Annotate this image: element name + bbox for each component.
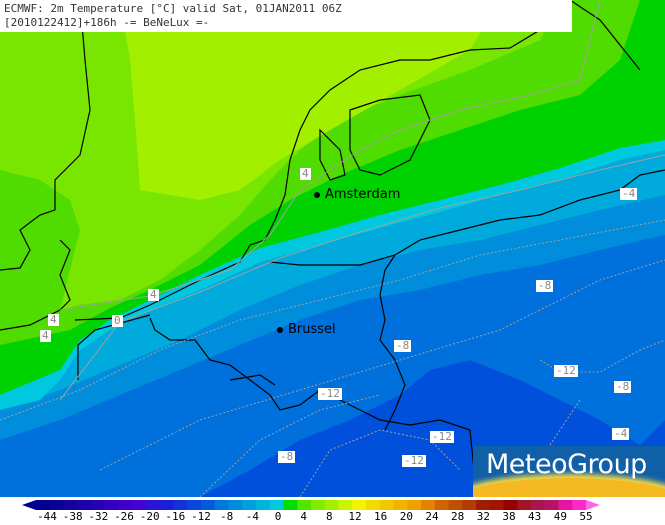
colorbar-tick-label: -16: [165, 510, 186, 523]
colorbar-tick-label: 24: [425, 510, 439, 523]
isotherm-0: [59, 0, 665, 401]
colorbar-segment: [324, 500, 339, 510]
colorbar-tick-label: 55: [579, 510, 593, 523]
contour-label: -8: [278, 450, 296, 463]
city-marker-brussel: [277, 327, 283, 333]
map-header: ECMWF: 2m Temperature [°C] valid Sat, 01…: [0, 0, 572, 32]
colorbar-tick-label: 28: [451, 510, 465, 523]
colorbar-segment: [173, 500, 188, 510]
colorbar-segment: [407, 500, 422, 510]
colorbar-segment: [159, 500, 174, 510]
colorbar-tick-label: 8: [326, 510, 333, 523]
colorbar-tick-label: -32: [88, 510, 109, 523]
city-label-amsterdam: Amsterdam: [325, 187, 401, 202]
contour-label: -8: [394, 339, 412, 352]
meteogroup-logo: MeteoGroup: [473, 446, 665, 497]
contour-label: 4: [148, 288, 159, 301]
header-run-info: [2010122412]+186h -= BeNeLux =-: [4, 16, 210, 29]
colorbar-segment: [352, 500, 367, 510]
colorbar-segment: [517, 500, 532, 510]
field-green-england: [0, 195, 50, 300]
colorbar-segment: [489, 500, 504, 510]
contour-label: -8: [536, 279, 554, 292]
colorbar-tick-label: 4: [300, 510, 307, 523]
colorbar-low-arrow: [22, 500, 36, 510]
colorbar-tick-label: 20: [399, 510, 413, 523]
contour-label: -4: [612, 427, 630, 440]
colorbar-segment: [118, 500, 133, 510]
contour-label: 4: [300, 167, 311, 180]
colorbar-segment: [366, 500, 381, 510]
colorbar-segment: [63, 500, 78, 510]
colorbar-segment: [228, 500, 243, 510]
colorbar-segment: [338, 500, 353, 510]
colorbar-segment: [476, 500, 491, 510]
colorbar-segment: [283, 500, 298, 510]
isotherms: [0, 219, 665, 497]
colorbar-high-arrow: [586, 500, 600, 510]
colorbar-tick-label: 0: [274, 510, 282, 523]
colorbar-tick-label: -8: [220, 510, 234, 523]
contour-label: -12: [402, 454, 426, 467]
city-label-brussel: Brussel: [288, 322, 336, 337]
colorbar-legend: -44 -38 -32 -26 -20 -16 -12 -8 -4 0 4 8 12 16 20 24 28 32…: [0, 497, 665, 525]
temperature-map: [0, 0, 665, 497]
field-light-yellow-green: [120, 0, 500, 200]
colorbar-segment: [297, 500, 312, 510]
colorbar: [22, 500, 600, 510]
logo-sun-arc: [473, 478, 665, 497]
colorbar-tick-label: 49: [553, 510, 567, 523]
contour-label: 0: [112, 314, 123, 327]
contour-label: 4: [40, 329, 51, 342]
colorbar-segment: [503, 500, 518, 510]
colorbar-tick-label: 16: [374, 510, 388, 523]
colorbar-segment: [544, 500, 559, 510]
colorbar-segment: [572, 500, 587, 510]
colorbar-tick-label: -26: [114, 510, 134, 523]
colorbar-tick-label: 32: [476, 510, 490, 523]
contour-label: 4: [48, 313, 59, 326]
colorbar-segment: [558, 500, 573, 510]
colorbar-tick-label: 38: [502, 510, 516, 523]
colorbar-segment: [434, 500, 449, 510]
colorbar-segment: [448, 500, 463, 510]
city-marker-amsterdam: [314, 192, 320, 198]
contour-label: -12: [318, 387, 342, 400]
colorbar-segment: [242, 500, 257, 510]
colorbar-tick-label: -44: [37, 510, 57, 523]
colorbar-segment: [269, 500, 284, 510]
colorbar-segment: [421, 500, 436, 510]
colorbar-segment: [49, 500, 64, 510]
contour-label: -12: [554, 364, 578, 377]
colorbar-tick-label: 43: [528, 510, 542, 523]
colorbar-segment: [146, 500, 161, 510]
colorbar-tick-label: 12: [348, 510, 362, 523]
colorbar-segment: [132, 500, 147, 510]
colorbar-segment: [531, 500, 546, 510]
colorbar-segment: [104, 500, 119, 510]
colorbar-tick-label: -38: [62, 510, 83, 523]
colorbar-segment: [77, 500, 92, 510]
colorbar-tick-label: -20: [139, 510, 160, 523]
colorbar-tick-label: -4: [245, 510, 259, 523]
colorbar-segment: [187, 500, 202, 510]
colorbar-segment: [256, 500, 271, 510]
contour-label: -12: [430, 430, 454, 443]
colorbar-segment: [91, 500, 106, 510]
contour-label: -4: [620, 187, 638, 200]
colorbar-segment: [393, 500, 408, 510]
header-title: ECMWF: 2m Temperature [°C] valid Sat, 01…: [4, 2, 342, 15]
colorbar-segment: [214, 500, 229, 510]
colorbar-tick-label: -12: [191, 510, 211, 523]
colorbar-segment: [462, 500, 477, 510]
colorbar-segment: [379, 500, 394, 510]
contour-label: -8: [614, 380, 632, 393]
colorbar-segment: [201, 500, 216, 510]
colorbar-segment: [311, 500, 326, 510]
colorbar-segment: [36, 500, 51, 510]
logo-text: MeteoGroup: [486, 449, 647, 480]
